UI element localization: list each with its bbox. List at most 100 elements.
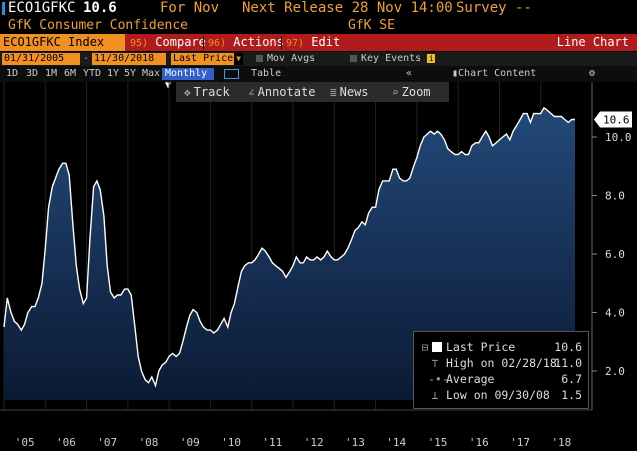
zoom-button[interactable]: ⌕ Zoom <box>392 82 431 103</box>
legend-last-price-label: Last Price <box>446 340 516 354</box>
x-axis-tick-label: '07 <box>97 436 117 449</box>
index-input[interactable]: ECO1GFKC Index <box>0 34 125 51</box>
actions-menu-label: Actions <box>233 35 284 49</box>
period-select[interactable]: Monthly ▼ <box>162 68 214 91</box>
range-1m-button[interactable]: 1M <box>45 68 58 79</box>
last-value-tag <box>594 111 632 128</box>
chart-toolbar: ✥ Track ∠ Annotate ≣ News ⌕ Zoom <box>176 82 449 102</box>
key-events-checkbox[interactable] <box>350 55 357 62</box>
x-axis-tick-label: '14 <box>386 436 406 449</box>
x-axis-tick-label: '17 <box>510 436 530 449</box>
legend-low-label: Low on 09/30/08 <box>446 388 550 402</box>
mov-avgs-checkbox[interactable] <box>256 55 263 62</box>
x-axis-tick-label: '16 <box>469 436 489 449</box>
range-3d-button[interactable]: 3D <box>26 68 39 79</box>
range-1y-button[interactable]: 1Y <box>107 68 120 79</box>
pencil-icon: ∠ <box>248 86 255 99</box>
magnifier-icon: ⌕ <box>392 86 399 99</box>
chart-content-label: Chart Content <box>458 68 537 79</box>
news-label: News <box>339 85 369 99</box>
edit-menu-number: 97) <box>286 38 305 49</box>
news-button[interactable]: ≣ News <box>330 82 369 103</box>
x-axis-tick-label: '09 <box>180 436 200 449</box>
range-max-button[interactable]: Max <box>142 68 161 79</box>
high-marker-icon: ⊤ <box>431 356 439 370</box>
last-value-tag-label: 10.6 <box>603 113 630 126</box>
key-events-label: Key Events i <box>361 52 436 66</box>
x-axis-tick-label: '10 <box>221 436 241 449</box>
table-view-button[interactable]: Table <box>251 68 282 79</box>
track-label: Track <box>193 85 230 99</box>
actions-menu[interactable]: 96) Actions <box>208 34 284 52</box>
security-header: ECO1GFKC 10.6 For Nov Next Release 28 No… <box>0 0 637 17</box>
x-axis-tick-label: '13 <box>345 436 365 449</box>
legend-high-value: 11.0 <box>554 356 582 370</box>
legend-row-last-price: ⊟ Last Price 10.6 <box>414 339 588 355</box>
edit-menu[interactable]: 97) Edit <box>286 34 340 52</box>
series-source: GfK SE <box>348 18 395 33</box>
next-release-label: Next Release 28 Nov 14:00 <box>242 0 453 16</box>
collapse-icon[interactable]: « <box>406 68 413 79</box>
expand-icon[interactable]: ⊟ <box>421 340 429 354</box>
key-events-text: Key Events <box>361 53 422 64</box>
info-icon[interactable]: i <box>427 53 436 63</box>
y-axis-tick-label: 8.0 <box>605 190 625 203</box>
chevron-down-icon: ▼ <box>234 53 243 65</box>
news-icon: ≣ <box>330 86 337 99</box>
y-axis-tick-label: 2.0 <box>605 365 625 378</box>
price-field-value: Last Price <box>173 53 234 64</box>
zoom-label: Zoom <box>401 85 431 99</box>
menu-divider <box>203 36 204 49</box>
y-axis-tick-label: 4.0 <box>605 307 625 320</box>
low-marker-icon: ⊥ <box>431 388 439 402</box>
series-line[interactable] <box>3 106 575 388</box>
series-description: GfK Consumer Confidence GfK SE <box>0 17 637 34</box>
drag-icon: ✥ <box>184 86 191 99</box>
gear-icon[interactable]: ⚙ <box>589 68 596 79</box>
series-area <box>4 107 575 401</box>
legend-low-value: 1.5 <box>561 388 582 402</box>
end-date-input[interactable]: 11/30/2018 <box>92 53 166 65</box>
chevron-down-icon: ▼ <box>165 80 172 91</box>
menu-divider <box>281 36 282 49</box>
edit-menu-label: Edit <box>311 35 341 49</box>
x-axis-tick-label: '15 <box>428 436 448 449</box>
ticker-symbol[interactable]: ECO1GFKC <box>8 0 76 16</box>
start-date-input[interactable]: 01/31/2005 <box>2 53 80 65</box>
series-name: GfK Consumer Confidence <box>8 18 189 33</box>
compare-menu[interactable]: 95) Compare <box>130 34 206 52</box>
date-range-bar: 01/31/2005 - 11/30/2018 Last Price ▼ Mov… <box>0 52 637 66</box>
x-axis-tick-label: '06 <box>56 436 76 449</box>
y-axis-tick-label: 6.0 <box>605 248 625 261</box>
legend-row-low: ⊥ Low on 09/30/08 1.5 <box>414 387 588 403</box>
legend-high-label: High on 02/28/18 <box>446 356 557 370</box>
price-field-select[interactable]: Last Price ▼ <box>171 53 243 65</box>
view-type-label[interactable]: Line Chart <box>556 35 629 49</box>
annotate-button[interactable]: ∠ Annotate <box>248 82 315 103</box>
legend-row-average: -•- Average 6.7 <box>414 371 588 387</box>
range-5y-button[interactable]: 5Y <box>124 68 137 79</box>
line-chart-icon[interactable] <box>224 69 239 79</box>
range-ytd-button[interactable]: YTD <box>83 68 102 79</box>
average-marker-icon: -•- <box>428 372 449 386</box>
range-selector-bar: 1D 3D 1M 6M YTD 1Y 5Y Max Monthly ▼ Tabl… <box>0 66 637 91</box>
range-6m-button[interactable]: 6M <box>64 68 77 79</box>
chart-content-icon: ▮ <box>452 68 459 79</box>
last-value: 10.6 <box>83 0 117 16</box>
track-button[interactable]: ✥ Track <box>184 82 230 103</box>
period-value: Monthly <box>165 68 208 79</box>
actions-menu-number: 96) <box>208 38 227 49</box>
legend-average-label: Average <box>446 372 495 386</box>
legend-last-price-value: 10.6 <box>554 340 582 354</box>
x-axis-tick-label: '12 <box>304 436 324 449</box>
chart-content-button[interactable]: ▮Chart Content <box>452 66 536 82</box>
x-axis-tick-label: '18 <box>551 436 571 449</box>
x-axis-tick-label: '08 <box>139 436 159 449</box>
survey-label: Survey -- <box>456 0 532 16</box>
compare-menu-number: 95) <box>130 38 149 49</box>
date-separator: - <box>83 53 90 64</box>
y-axis-tick-label: 10.0 <box>605 131 632 144</box>
range-1d-button[interactable]: 1D <box>6 68 19 79</box>
chart-legend[interactable]: ⊟ Last Price 10.6 ⊤ High on 02/28/18 11.… <box>413 331 589 409</box>
period-label: For Nov <box>160 0 220 16</box>
